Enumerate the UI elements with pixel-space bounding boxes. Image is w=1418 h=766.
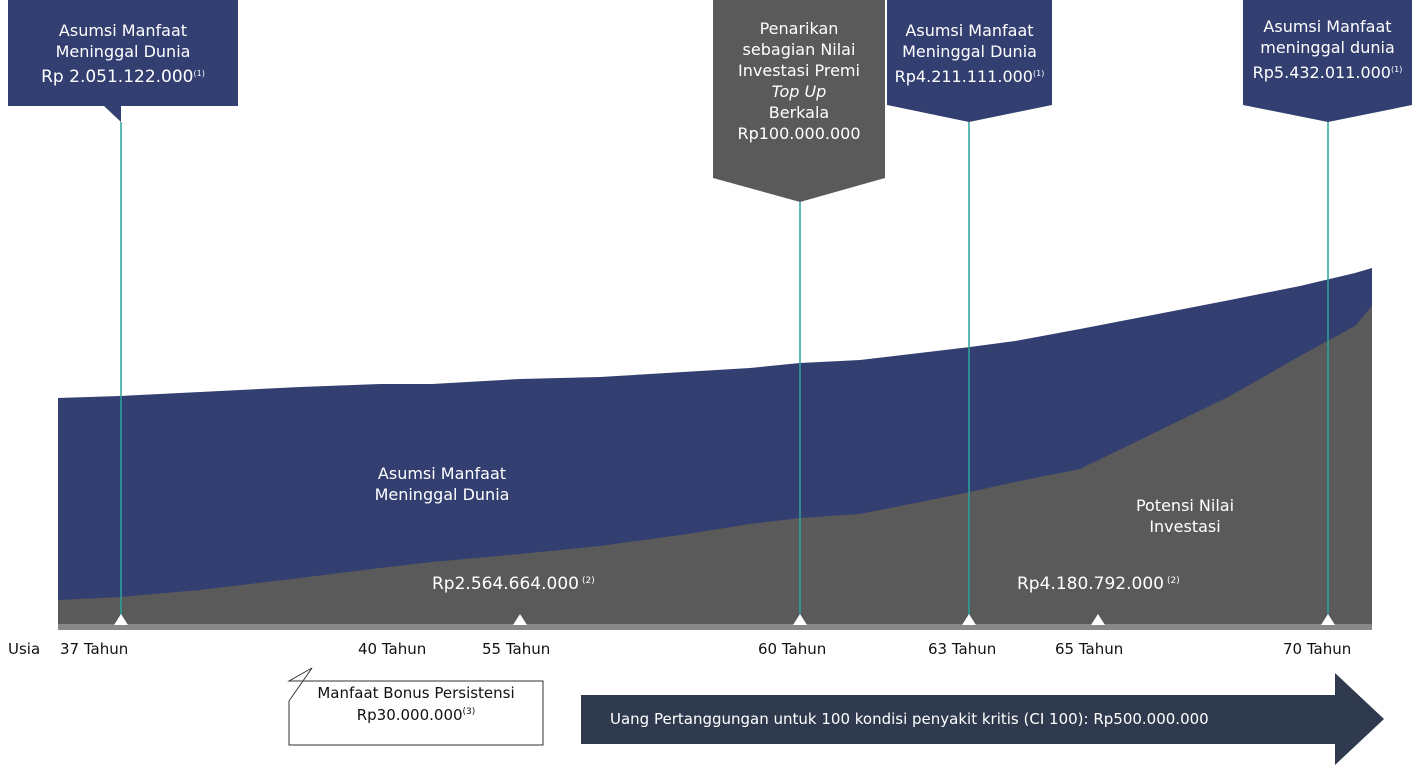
value-65-amount: Rp4.180.792.000 xyxy=(1017,574,1164,594)
callout-70-line2: meninggal dunia xyxy=(1260,38,1395,57)
axis-label-40: 40 Tahun xyxy=(358,640,427,658)
callout-60-line5: Berkala xyxy=(768,103,830,122)
callout-70-note: (1) xyxy=(1390,65,1403,74)
timeline-axis xyxy=(58,624,1372,630)
death-benefit-label-line2: Meninggal Dunia xyxy=(374,485,510,504)
bonus-note: (3) xyxy=(462,707,476,717)
death-benefit-label-line1: Asumsi Manfaat xyxy=(377,464,507,483)
death-benefit-label: Asumsi Manfaat Meninggal Dunia xyxy=(352,463,532,505)
callout-37-amount: Rp 2.051.122.000 xyxy=(41,67,194,87)
value-label-65: Rp4.180.792.000 (2) xyxy=(1017,574,1180,594)
callout-age-63: Asumsi Manfaat Meninggal Dunia Rp4.211.1… xyxy=(887,20,1052,87)
callout-age-37: Asumsi Manfaat Meninggal Dunia Rp 2.051.… xyxy=(8,20,238,88)
axis-label-60: 60 Tahun xyxy=(758,640,827,658)
bonus-persistency-text: Manfaat Bonus Persistensi Rp30.000.000(3… xyxy=(288,682,544,726)
callout-age-70: Asumsi Manfaat meninggal dunia Rp5.432.0… xyxy=(1243,16,1412,83)
callout-age-60: Penarikan sebagian Nilai Investasi Premi… xyxy=(713,18,885,144)
investment-value-area xyxy=(58,306,1372,625)
callout-63-amount: Rp4.211.111.000 xyxy=(894,67,1033,86)
callout-box-37 xyxy=(8,0,238,122)
axis-marker-55 xyxy=(513,614,527,625)
value-55-amount: Rp2.564.664.000 xyxy=(432,574,579,594)
callout-box-70 xyxy=(1243,0,1412,122)
axis-marker-37 xyxy=(114,614,128,625)
axis-label-37: 37 Tahun xyxy=(60,640,129,658)
investment-value-label: Potensi Nilai Investasi xyxy=(1110,495,1260,537)
investment-label-line2: Investasi xyxy=(1149,517,1221,536)
axis-label-65: 65 Tahun xyxy=(1055,640,1124,658)
axis-marker-70 xyxy=(1321,614,1335,625)
callout-box-60 xyxy=(713,0,885,202)
callout-60-line1: Penarikan xyxy=(759,19,839,38)
callout-70-amount: Rp5.432.011.000 xyxy=(1252,63,1391,82)
callout-63-line2: Meninggal Dunia xyxy=(902,42,1037,61)
callout-37-line2: Meninggal Dunia xyxy=(55,42,191,61)
axis-label-usia: Usia xyxy=(8,640,41,658)
axis-label-70: 70 Tahun xyxy=(1283,640,1352,658)
value-55-note: (2) xyxy=(581,576,595,586)
axis-marker-60 xyxy=(793,614,807,625)
axis-label-55: 55 Tahun xyxy=(482,640,551,658)
callout-60-amount: Rp100.000.000 xyxy=(737,124,861,143)
callout-63-line1: Asumsi Manfaat xyxy=(905,21,1034,40)
axis-marker-65 xyxy=(1091,614,1105,625)
callout-37-line1: Asumsi Manfaat xyxy=(58,21,188,40)
callout-60-line3: Investasi Premi xyxy=(738,61,860,80)
investment-label-line1: Potensi Nilai xyxy=(1135,496,1235,515)
bonus-box xyxy=(287,667,544,746)
callout-60-line2: sebagian Nilai xyxy=(742,40,856,59)
ci-arrow xyxy=(581,673,1384,765)
callout-60-line4: Top Up xyxy=(771,82,827,101)
bonus-amount: Rp30.000.000 xyxy=(356,706,463,724)
value-65-note: (2) xyxy=(1166,576,1180,586)
bonus-line1: Manfaat Bonus Persistensi xyxy=(317,684,515,702)
callout-70-line1: Asumsi Manfaat xyxy=(1263,17,1392,36)
ci-arrow-text: Uang Pertanggungan untuk 100 kondisi pen… xyxy=(610,710,1209,728)
value-label-55: Rp2.564.664.000 (2) xyxy=(432,574,595,594)
callout-box-63 xyxy=(887,0,1052,122)
callout-37-note: (1) xyxy=(193,69,205,78)
callout-63-note: (1) xyxy=(1032,69,1045,78)
axis-marker-63 xyxy=(962,614,976,625)
axis-label-63: 63 Tahun xyxy=(928,640,997,658)
